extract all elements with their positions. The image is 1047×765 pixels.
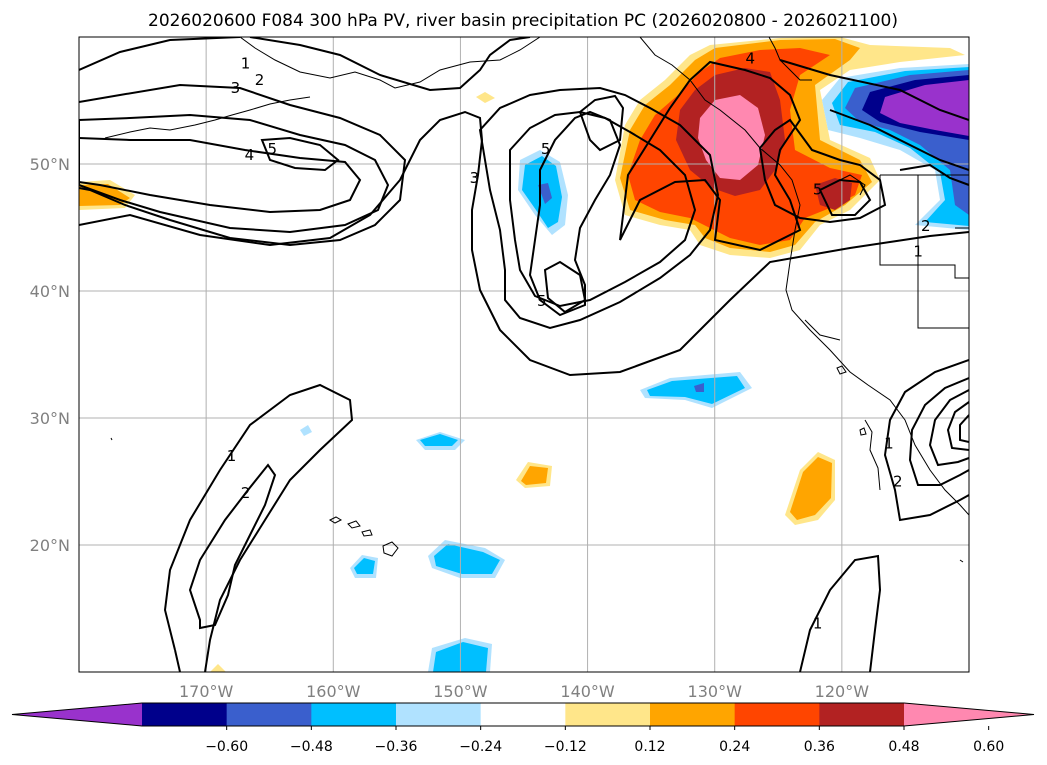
colorbar-segment [142,703,228,726]
colorbar-segment [226,703,312,726]
contour-label: 1 [813,615,823,633]
colorbar-segment [819,703,905,726]
chart-title: 2026020600 F084 300 hPa PV, river basin … [148,11,898,31]
colorbar-segment [565,703,651,726]
contour-label: 4 [245,146,255,164]
x-axis-ticks: 170°W 160°W 150°W 140°W 130°W 120°W [179,682,869,701]
y-tick-label: 50°N [30,155,70,174]
colorbar-segment [311,703,397,726]
colorbar-tick-label: −0.12 [544,739,587,755]
x-tick-label: 170°W [179,682,234,701]
colorbar-tick-label: 0.48 [888,739,919,755]
colorbar-tick-label: 0.60 [973,739,1004,755]
colorbar-extend-high [904,703,1034,726]
coastlines [104,37,969,563]
contour-label: 2 [255,71,265,89]
y-tick-label: 40°N [30,282,70,301]
y-tick-label: 30°N [30,409,70,428]
colorbar-outline [11,702,1035,727]
colorbar-tick-label: 0.36 [804,739,835,755]
pv-contour-sw-1 [163,383,354,672]
pv-contour-se-1 [883,359,969,522]
x-tick-label: 140°W [560,682,615,701]
pv-contours [79,37,969,672]
colorbar: −0.60 −0.48 −0.36 −0.24 −0.12 0.12 0.24 0.36 0.4… [11,702,1035,755]
colorbar-segment [396,703,482,726]
pv-contour-s-1 [799,554,882,672]
colorbar-segment [480,703,566,726]
colorbar-tick-label: −0.48 [290,739,333,755]
colorbar-tick-label: −0.60 [205,739,248,755]
contour-label: 2 [921,217,931,235]
x-tick-label: 120°W [815,682,870,701]
pv-contour-sw-2 [188,463,277,630]
contour-label: 5 [541,140,551,158]
contour-label: 1 [227,447,237,465]
x-tick-label: 150°W [433,682,488,701]
pv-contour-1-north [79,37,531,92]
contour-label: 5 [813,180,823,198]
contour-label: 3 [231,79,241,97]
colorbar-segment [734,703,820,726]
colorbar-tick-label: 0.24 [719,739,750,755]
pv-contour-central [478,86,720,330]
y-tick-label: 20°N [30,536,70,555]
precip-wa-0.48 [815,178,852,210]
contour-label: 5 [267,140,277,158]
colorbar-extend-low [12,703,142,726]
gridlines [79,37,969,672]
colorbar-tick-label: −0.36 [375,739,418,755]
contour-label: 2 [893,473,903,491]
contour-label: 3 [470,169,480,187]
x-tick-label: 130°W [688,682,743,701]
pv-contour-3 [79,113,390,234]
x-tick-label: 160°W [306,682,361,701]
pv-contour-pnw [619,60,802,252]
pv-contour-1-main [79,110,969,377]
contour-label: 1 [241,55,251,73]
contour-label: 1 [913,243,923,261]
contour-label: 5 [537,292,547,310]
contour-label: 4 [746,50,756,68]
pv-contour-2 [79,83,407,247]
y-axis-ticks: 20°N 30°N 40°N 50°N [30,155,70,555]
map-frame [78,36,970,673]
colorbar-tick-label: 0.12 [634,739,665,755]
colorbar-segment [650,703,736,726]
contour-label: 2 [241,484,251,502]
colorbar-tick-label: −0.24 [459,739,502,755]
contour-label: 1 [884,434,894,452]
